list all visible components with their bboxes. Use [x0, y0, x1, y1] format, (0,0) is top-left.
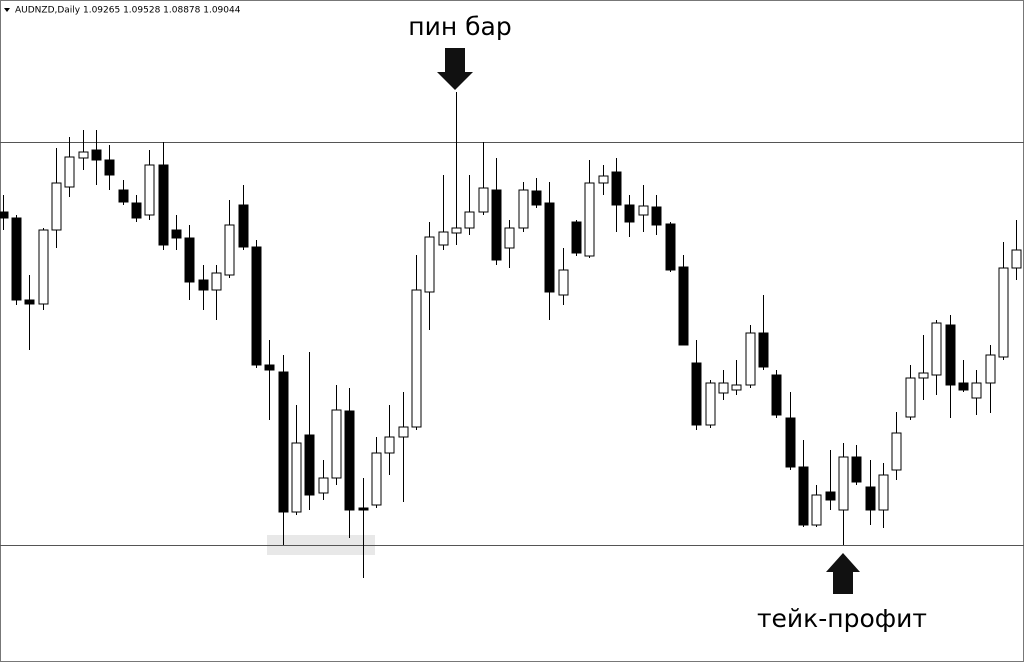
candle-body	[878, 474, 889, 511]
candle-body	[451, 227, 462, 234]
candle-body	[891, 432, 902, 471]
annotation: тейк-профит	[757, 604, 927, 633]
candle-body	[705, 382, 716, 426]
candle-body	[184, 237, 195, 283]
candle-body	[158, 164, 169, 246]
candle-body	[464, 211, 475, 229]
candle-body	[344, 410, 355, 511]
candle-body	[411, 289, 422, 428]
candle-body	[304, 434, 315, 496]
candle-body	[838, 456, 849, 511]
candle-body	[211, 272, 222, 291]
candle-body	[398, 426, 409, 438]
candle-body	[771, 374, 782, 416]
candle-body	[851, 456, 862, 483]
candle-body	[584, 182, 595, 257]
candle-body	[224, 224, 235, 276]
candle-body	[491, 189, 502, 261]
candle-body	[371, 452, 382, 506]
candle-body	[264, 364, 275, 371]
candle-body	[544, 202, 555, 293]
candle-body	[104, 159, 115, 176]
candle-body	[718, 382, 729, 394]
candle-body	[318, 477, 329, 494]
candle-body	[358, 507, 369, 511]
candle-body	[931, 322, 942, 376]
candle-body	[691, 362, 702, 426]
candle-body	[238, 204, 249, 248]
candles	[0, 92, 1022, 578]
candle-body	[971, 382, 982, 399]
candle-body	[38, 229, 49, 305]
candle-body	[638, 205, 649, 216]
candle-body	[331, 409, 342, 479]
candle-body	[945, 324, 956, 386]
candle-body	[291, 442, 302, 513]
candle-body	[825, 491, 836, 501]
annotation: пин бар	[408, 12, 512, 41]
chart-title: AUDNZD,Daily 1.09265 1.09528 1.08878 1.0…	[15, 6, 241, 16]
candle-body	[958, 382, 969, 391]
candle-body	[278, 371, 289, 513]
candle-body	[144, 164, 155, 216]
candle-body	[198, 279, 209, 291]
candle-body	[0, 211, 9, 219]
candle-body	[571, 221, 582, 254]
candle-body	[131, 202, 142, 219]
candle-body	[64, 156, 75, 188]
candle-body	[531, 190, 542, 206]
down-arrow	[437, 48, 473, 90]
candle-body	[24, 299, 35, 305]
candle-body	[51, 182, 62, 231]
candle-body	[918, 372, 929, 379]
candle-body	[785, 417, 796, 468]
candle-body	[651, 206, 662, 226]
candle-body	[438, 231, 449, 246]
candle-body	[424, 236, 435, 293]
candle-body	[78, 151, 89, 159]
candle-body	[518, 189, 529, 229]
candle-body	[171, 229, 182, 239]
candle-body	[478, 187, 489, 213]
candle-body	[731, 384, 742, 391]
candle-body	[558, 269, 569, 296]
candle-body	[118, 189, 129, 203]
candle-body	[598, 175, 609, 184]
candle-body	[1011, 249, 1022, 269]
candle-body	[11, 217, 22, 301]
candle-body	[678, 266, 689, 346]
up-arrow	[826, 553, 860, 594]
candle-body	[905, 377, 916, 418]
dropdown-icon	[4, 8, 10, 12]
candle-body	[624, 204, 635, 223]
candle-body	[985, 354, 996, 384]
candle-body	[865, 486, 876, 511]
candle-body	[758, 332, 769, 368]
candle-body	[998, 267, 1009, 358]
candle-body	[504, 227, 515, 249]
candle-body	[384, 436, 395, 454]
candle-body	[745, 332, 756, 386]
candle-body	[811, 494, 822, 526]
candle-body	[91, 149, 102, 161]
candle-body	[665, 223, 676, 271]
levels	[0, 142, 1024, 546]
candle-body	[798, 466, 809, 526]
candle-body	[251, 246, 262, 366]
candle-body	[611, 171, 622, 206]
